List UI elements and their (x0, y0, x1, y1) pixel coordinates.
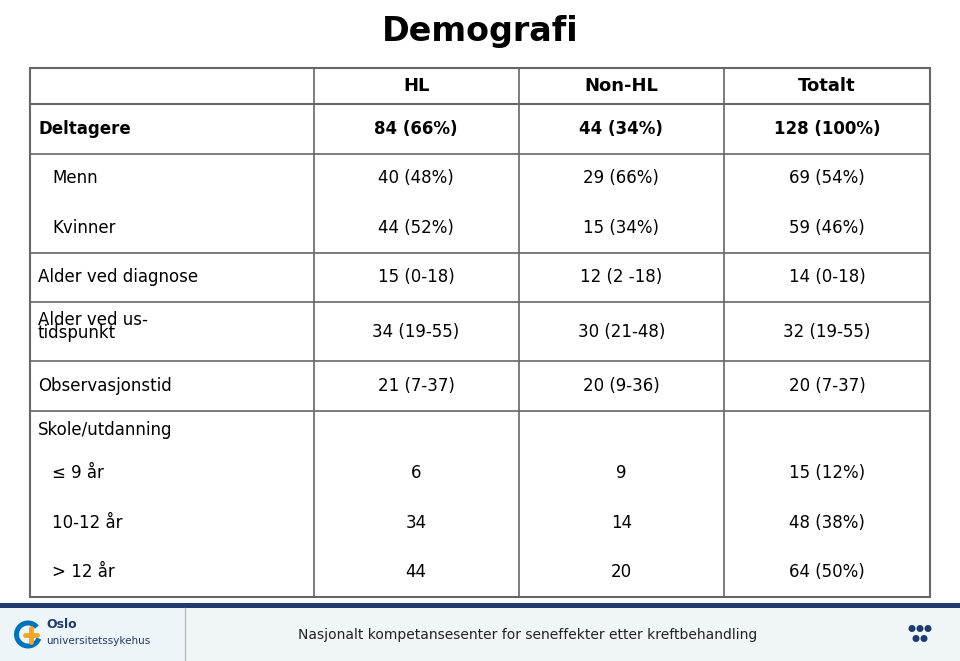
Text: Demografi: Demografi (382, 15, 578, 48)
Text: 44 (52%): 44 (52%) (378, 219, 454, 237)
Text: 14 (0-18): 14 (0-18) (788, 268, 865, 286)
Text: 29 (66%): 29 (66%) (584, 169, 660, 187)
Text: 84 (66%): 84 (66%) (374, 120, 458, 138)
Text: 20 (7-37): 20 (7-37) (788, 377, 865, 395)
Text: Totalt: Totalt (798, 77, 855, 95)
Text: Menn: Menn (52, 169, 98, 187)
Circle shape (908, 625, 916, 632)
Text: 69 (54%): 69 (54%) (789, 169, 865, 187)
Text: Oslo: Oslo (46, 617, 77, 631)
Text: 15 (34%): 15 (34%) (584, 219, 660, 237)
Text: 59 (46%): 59 (46%) (789, 219, 865, 237)
Text: ≤ 9 år: ≤ 9 år (52, 464, 104, 483)
Text: 20 (9-36): 20 (9-36) (583, 377, 660, 395)
Text: 30 (21-48): 30 (21-48) (578, 323, 665, 340)
Text: Deltagere: Deltagere (38, 120, 131, 138)
Text: > 12 år: > 12 år (52, 563, 115, 581)
Text: 9: 9 (616, 464, 627, 483)
Text: 128 (100%): 128 (100%) (774, 120, 880, 138)
Text: Kvinner: Kvinner (52, 219, 115, 237)
Text: 64 (50%): 64 (50%) (789, 563, 865, 581)
Wedge shape (14, 621, 41, 648)
Text: 14: 14 (611, 514, 632, 532)
Text: 32 (19-55): 32 (19-55) (783, 323, 871, 340)
Text: 15 (12%): 15 (12%) (789, 464, 865, 483)
Text: 48 (38%): 48 (38%) (789, 514, 865, 532)
Text: 6: 6 (411, 464, 421, 483)
Bar (30, 68, 930, 597)
Text: 12 (2 -18): 12 (2 -18) (580, 268, 662, 286)
Text: 44 (34%): 44 (34%) (580, 120, 663, 138)
Text: HL: HL (403, 77, 429, 95)
Text: universitetssykehus: universitetssykehus (46, 637, 151, 646)
Text: 21 (7-37): 21 (7-37) (377, 377, 454, 395)
Bar (0, 603, 960, 661)
Circle shape (924, 625, 931, 632)
Bar (0, 608, 185, 661)
Text: 44: 44 (406, 563, 426, 581)
Circle shape (921, 635, 927, 642)
Text: Skole/utdanning: Skole/utdanning (38, 420, 173, 438)
Text: 10-12 år: 10-12 år (52, 514, 123, 532)
Text: 20: 20 (611, 563, 632, 581)
Text: Observasjonstid: Observasjonstid (38, 377, 172, 395)
Text: tidspunkt: tidspunkt (38, 324, 116, 342)
Text: 15 (0-18): 15 (0-18) (377, 268, 454, 286)
Text: 34 (19-55): 34 (19-55) (372, 323, 460, 340)
Text: Non-HL: Non-HL (585, 77, 659, 95)
Text: Nasjonalt kompetansesenter for seneffekter etter kreftbehandling: Nasjonalt kompetansesenter for seneffekt… (299, 627, 757, 641)
Text: Alder ved diagnose: Alder ved diagnose (38, 268, 198, 286)
Circle shape (917, 625, 924, 632)
Bar (0, 603, 960, 608)
Text: Alder ved us-: Alder ved us- (38, 311, 148, 329)
Text: 40 (48%): 40 (48%) (378, 169, 454, 187)
Text: 34: 34 (405, 514, 426, 532)
Circle shape (913, 635, 920, 642)
